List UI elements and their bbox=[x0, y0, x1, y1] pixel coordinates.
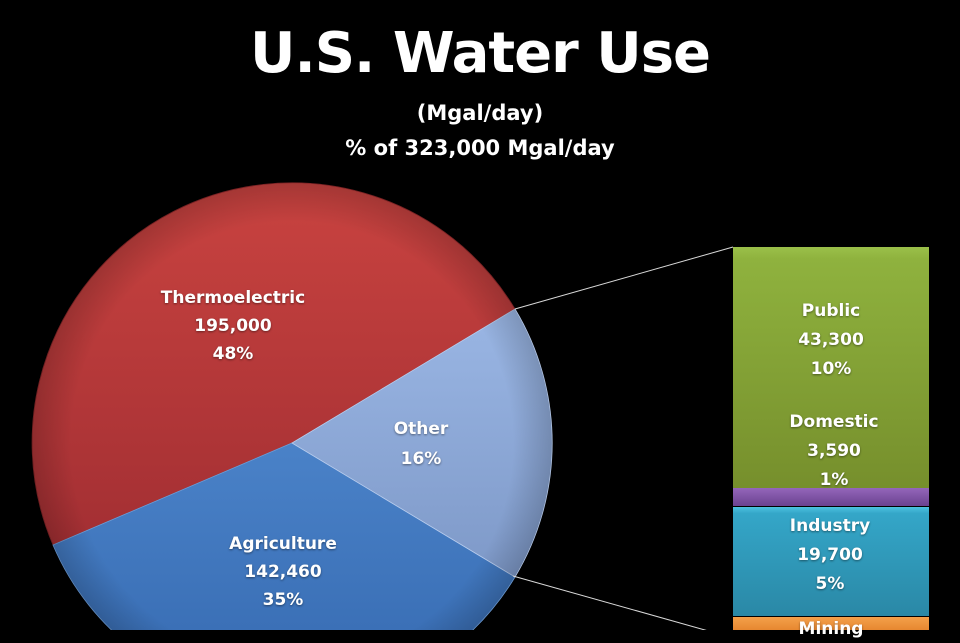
label-other-name: Other bbox=[393, 419, 449, 439]
chart-title: U.S. Water Use bbox=[249, 21, 711, 86]
chart-subtitle-units: (Mgal/day) bbox=[416, 101, 544, 125]
label-agriculture-value: 142,460 bbox=[244, 562, 322, 582]
label-public-percent: 10% bbox=[810, 359, 852, 379]
bar-segment-industry[interactable] bbox=[733, 507, 929, 616]
label-public-name: Public bbox=[801, 301, 861, 321]
label-agriculture-name: Agriculture bbox=[229, 534, 337, 554]
label-domestic-percent: 1% bbox=[819, 470, 849, 490]
label-industry-value: 19,700 bbox=[797, 545, 863, 565]
label-mining-name: Mining bbox=[798, 619, 864, 639]
chart-subtitle-total: % of 323,000 Mgal/day bbox=[345, 136, 615, 160]
label-thermoelectric-name: Thermoelectric bbox=[160, 288, 306, 308]
label-other: Other 16% bbox=[394, 414, 449, 474]
bar-segment-mining[interactable] bbox=[733, 617, 929, 630]
label-industry-percent: 5% bbox=[815, 574, 845, 594]
label-thermoelectric: Thermoelectric 195,000 48% bbox=[161, 284, 305, 368]
label-other-percent: 16% bbox=[400, 449, 442, 469]
connector-line-bottom bbox=[512, 575, 707, 630]
label-domestic: Domestic 3,590 1% bbox=[789, 408, 878, 495]
label-domestic-name: Domestic bbox=[789, 412, 879, 432]
pie-shading bbox=[32, 183, 552, 630]
label-agriculture-percent: 35% bbox=[262, 590, 304, 610]
label-domestic-value: 3,590 bbox=[807, 441, 861, 461]
label-public: Public 43,300 10% bbox=[798, 297, 864, 384]
label-mining: Mining bbox=[799, 615, 864, 643]
label-thermoelectric-percent: 48% bbox=[212, 344, 254, 364]
label-industry-name: Industry bbox=[789, 516, 871, 536]
label-thermoelectric-value: 195,000 bbox=[194, 316, 272, 336]
pie-of-bar-chart bbox=[31, 182, 929, 630]
label-public-value: 43,300 bbox=[798, 330, 864, 350]
label-industry: Industry 19,700 5% bbox=[790, 512, 870, 599]
connector-line-top bbox=[514, 246, 734, 310]
bar-segment-purple[interactable] bbox=[733, 488, 929, 506]
label-agriculture: Agriculture 142,460 35% bbox=[229, 530, 337, 614]
bar-segment-public-domestic[interactable] bbox=[733, 247, 929, 488]
